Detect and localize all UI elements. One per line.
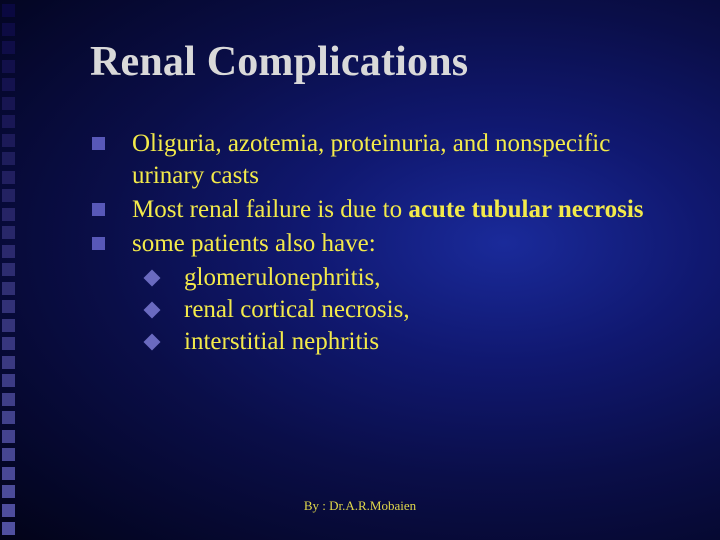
sub-text: glomerulonephritis,	[184, 264, 381, 291]
bullet-text: some patients also have:	[132, 230, 376, 257]
bullet-item: Most renal failure is due to acute tubul…	[90, 194, 680, 226]
bullet-text: Oliguria, azotemia, proteinuria, and non…	[132, 130, 610, 189]
square-bullet-icon	[92, 237, 105, 250]
sub-item: interstitial nephritis	[132, 326, 680, 358]
bullet-item: some patients also have: glomerulonephri…	[90, 228, 680, 358]
sub-list: glomerulonephritis, renal cortical necro…	[132, 262, 680, 358]
sub-text: interstitial nephritis	[184, 328, 379, 355]
diamond-bullet-icon	[144, 302, 161, 319]
diamond-bullet-icon	[144, 334, 161, 351]
bullet-text-bold: acute tubular necrosis	[408, 196, 643, 223]
square-bullet-icon	[92, 203, 105, 216]
bullet-list: Oliguria, azotemia, proteinuria, and non…	[90, 128, 680, 358]
sub-item: renal cortical necrosis,	[132, 294, 680, 326]
slide: Renal Complications Oliguria, azotemia, …	[0, 0, 720, 540]
square-bullet-icon	[92, 137, 105, 150]
sub-text: renal cortical necrosis,	[184, 296, 410, 323]
footer-credit: By : Dr.A.R.Mobaien	[0, 498, 720, 514]
slide-title: Renal Complications	[90, 38, 680, 86]
bullet-text-prefix: Most renal failure is due to	[132, 196, 408, 223]
bullet-item: Oliguria, azotemia, proteinuria, and non…	[90, 128, 680, 192]
sub-item: glomerulonephritis,	[132, 262, 680, 294]
diamond-bullet-icon	[144, 270, 161, 287]
